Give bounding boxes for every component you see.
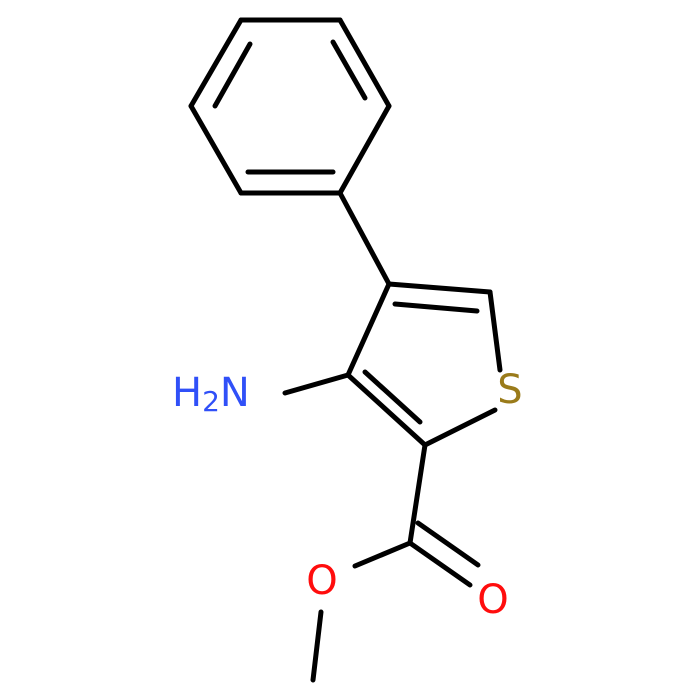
bond [188,17,244,109]
bond [407,540,473,588]
bond-inner [330,39,368,101]
ether-oxygen-label: O [306,558,337,604]
bond [352,540,413,569]
atom-count: 2 [202,385,220,418]
bonds [188,17,503,683]
atom-n: N [220,370,250,416]
amine-label: H2N [172,370,250,418]
bond [345,372,428,448]
bond [337,190,392,287]
bond [188,103,244,196]
carbonyl-oxygen-label: O [477,577,508,623]
bond-inner [212,41,253,109]
bond [487,289,503,373]
bond [407,442,428,546]
sulfur-label: S [497,367,522,413]
bond [337,17,392,109]
bond [345,281,392,378]
bond [337,103,392,196]
bond [422,407,498,448]
atom-h: H [172,370,202,416]
bond [415,520,481,568]
bond [282,372,351,396]
bond [310,609,324,683]
bond-inner [362,369,423,425]
bond-inner [392,301,480,314]
bond [386,281,493,295]
